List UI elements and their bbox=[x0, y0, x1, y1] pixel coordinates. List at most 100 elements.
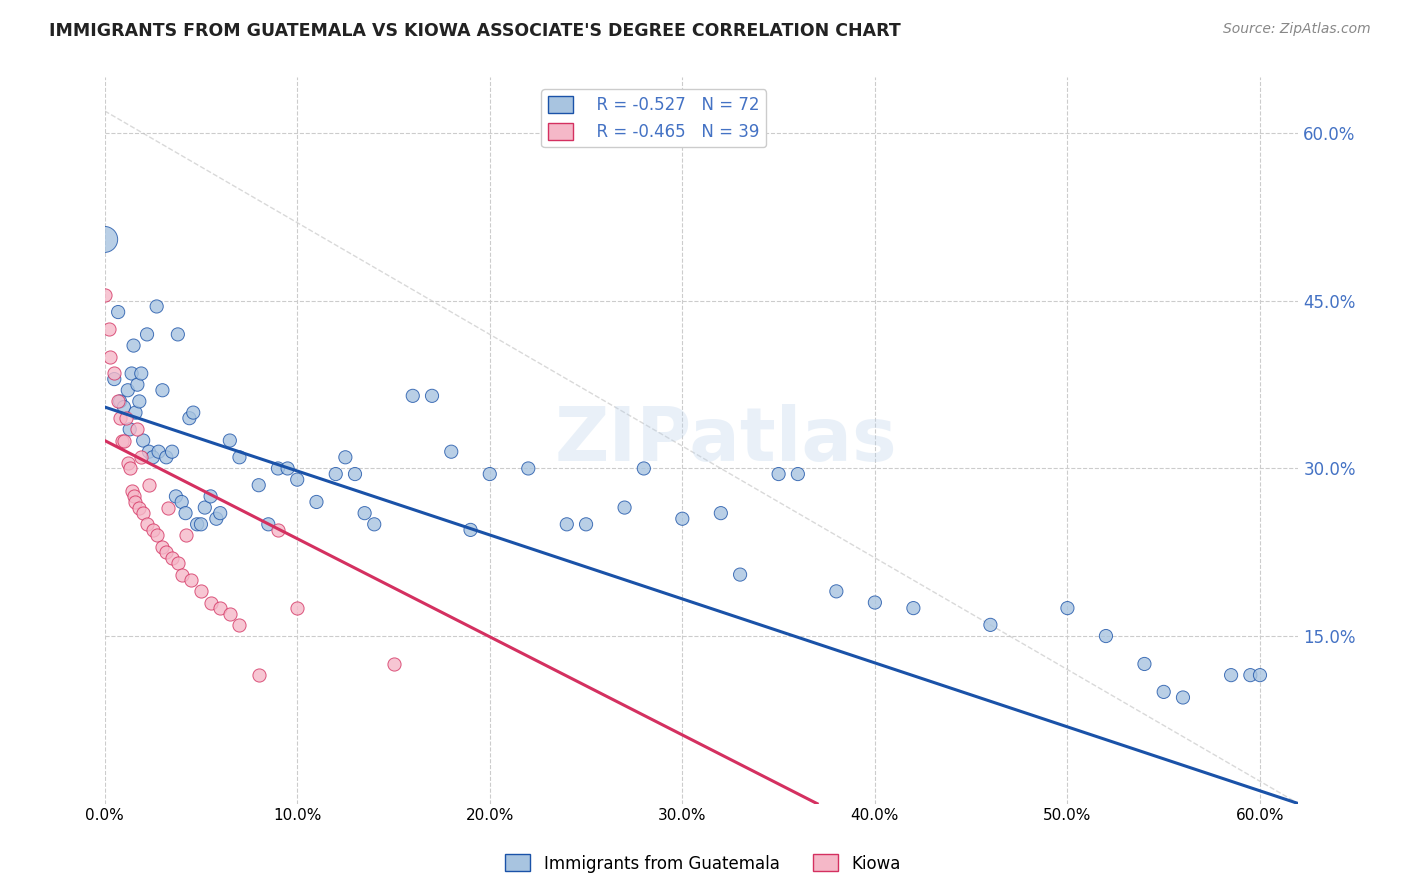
Point bbox=[174, 528, 197, 542]
Point bbox=[1133, 657, 1156, 671]
Point bbox=[420, 389, 443, 403]
Point bbox=[613, 500, 636, 515]
Point bbox=[107, 394, 129, 409]
Point bbox=[257, 517, 280, 532]
Point bbox=[247, 478, 270, 492]
Point bbox=[97, 322, 120, 336]
Point bbox=[1220, 668, 1243, 682]
Point bbox=[100, 350, 122, 364]
Point bbox=[267, 461, 290, 475]
Legend:   R = -0.527   N = 72,   R = -0.465   N = 39: R = -0.527 N = 72, R = -0.465 N = 39 bbox=[541, 89, 766, 147]
Point bbox=[710, 506, 733, 520]
Point bbox=[145, 528, 167, 542]
Point bbox=[127, 422, 149, 436]
Point bbox=[190, 584, 212, 599]
Point bbox=[142, 450, 165, 465]
Point bbox=[117, 384, 139, 398]
Point bbox=[103, 372, 125, 386]
Point bbox=[478, 467, 501, 481]
Point bbox=[93, 232, 115, 246]
Point bbox=[181, 406, 204, 420]
Text: Source: ZipAtlas.com: Source: ZipAtlas.com bbox=[1223, 22, 1371, 37]
Point bbox=[127, 377, 149, 392]
Point bbox=[343, 467, 366, 481]
Point bbox=[142, 523, 165, 537]
Point bbox=[305, 495, 328, 509]
Text: IMMIGRANTS FROM GUATEMALA VS KIOWA ASSOCIATE'S DEGREE CORRELATION CHART: IMMIGRANTS FROM GUATEMALA VS KIOWA ASSOC… bbox=[49, 22, 901, 40]
Point bbox=[633, 461, 655, 475]
Point bbox=[209, 506, 232, 520]
Point bbox=[157, 500, 180, 515]
Point bbox=[93, 288, 115, 302]
Point bbox=[152, 384, 174, 398]
Point bbox=[136, 327, 159, 342]
Point bbox=[155, 545, 177, 559]
Point bbox=[825, 584, 848, 599]
Point bbox=[228, 618, 250, 632]
Point bbox=[200, 595, 222, 609]
Point bbox=[786, 467, 808, 481]
Point bbox=[209, 601, 232, 615]
Point bbox=[170, 495, 193, 509]
Point bbox=[335, 450, 357, 465]
Point bbox=[103, 367, 125, 381]
Point bbox=[112, 400, 135, 414]
Point bbox=[180, 573, 202, 587]
Point bbox=[122, 338, 145, 352]
Point bbox=[555, 517, 578, 532]
Point bbox=[325, 467, 347, 481]
Point bbox=[218, 607, 240, 621]
Point bbox=[205, 512, 228, 526]
Point bbox=[353, 506, 375, 520]
Point bbox=[124, 495, 146, 509]
Point bbox=[903, 601, 925, 615]
Point bbox=[122, 489, 145, 503]
Point bbox=[200, 489, 222, 503]
Point bbox=[363, 517, 385, 532]
Point bbox=[128, 394, 150, 409]
Point bbox=[768, 467, 790, 481]
Point bbox=[118, 422, 141, 436]
Point bbox=[152, 540, 174, 554]
Point bbox=[108, 411, 131, 425]
Point bbox=[277, 461, 299, 475]
Point bbox=[440, 444, 463, 458]
Point bbox=[129, 450, 152, 465]
Point bbox=[166, 557, 188, 571]
Point bbox=[128, 500, 150, 515]
Point bbox=[863, 595, 886, 609]
Legend: Immigrants from Guatemala, Kiowa: Immigrants from Guatemala, Kiowa bbox=[499, 847, 907, 880]
Point bbox=[129, 367, 152, 381]
Point bbox=[132, 434, 155, 448]
Point bbox=[402, 389, 425, 403]
Point bbox=[145, 300, 167, 314]
Point bbox=[194, 500, 217, 515]
Point bbox=[112, 434, 135, 448]
Point bbox=[117, 456, 139, 470]
Point bbox=[121, 367, 143, 381]
Point bbox=[118, 461, 141, 475]
Point bbox=[138, 444, 160, 458]
Point bbox=[190, 517, 212, 532]
Point bbox=[671, 512, 693, 526]
Point bbox=[1095, 629, 1118, 643]
Point bbox=[132, 506, 155, 520]
Point bbox=[285, 601, 308, 615]
Point bbox=[179, 411, 201, 425]
Point bbox=[285, 473, 308, 487]
Text: ZIPatlas: ZIPatlas bbox=[554, 404, 897, 477]
Point bbox=[121, 483, 143, 498]
Point bbox=[1171, 690, 1194, 705]
Point bbox=[382, 657, 405, 671]
Point bbox=[148, 444, 170, 458]
Point bbox=[160, 550, 183, 565]
Point bbox=[166, 327, 188, 342]
Point bbox=[979, 618, 1001, 632]
Point bbox=[1056, 601, 1078, 615]
Point bbox=[111, 434, 134, 448]
Point bbox=[124, 406, 146, 420]
Point bbox=[160, 444, 183, 458]
Point bbox=[170, 567, 193, 582]
Point bbox=[247, 668, 270, 682]
Point bbox=[728, 567, 751, 582]
